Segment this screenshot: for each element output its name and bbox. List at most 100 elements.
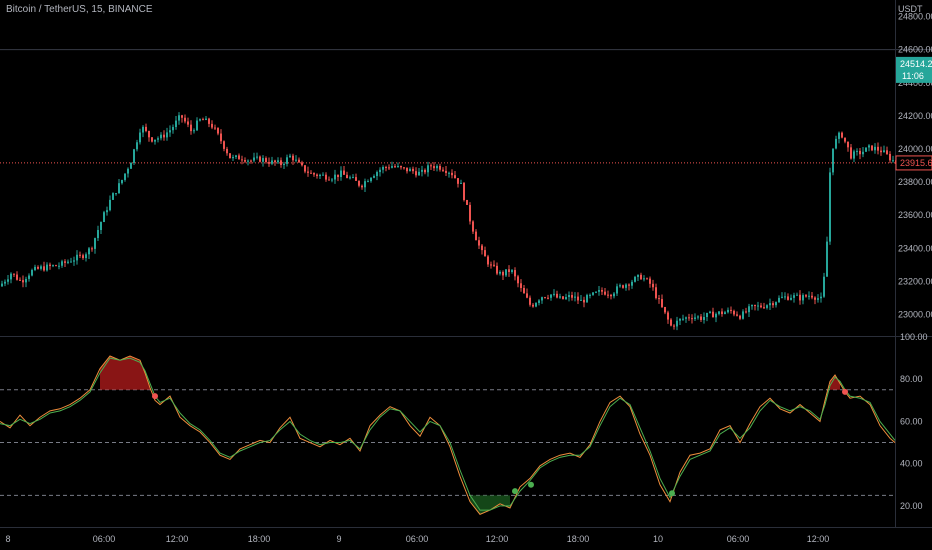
candle-body: [196, 120, 198, 131]
candle-body: [760, 305, 762, 308]
candle-body: [646, 278, 648, 280]
candle-body: [58, 265, 60, 267]
candle-body: [511, 270, 513, 273]
candle-body: [553, 293, 555, 295]
candle-body: [613, 293, 615, 297]
candle-body: [823, 276, 825, 297]
current-price-text: 23915.64: [900, 158, 932, 168]
candle-body: [880, 150, 882, 153]
price-axis-tick: 23400.00: [898, 243, 932, 253]
candle-body: [385, 167, 387, 169]
candle-body: [355, 177, 357, 181]
candle-body: [679, 318, 681, 321]
candle-body: [568, 295, 570, 298]
candle-body: [151, 137, 153, 142]
candle-body: [448, 172, 450, 174]
candle-body: [670, 319, 672, 326]
candle-body: [433, 166, 435, 169]
candle-body: [88, 248, 90, 255]
candle-body: [319, 174, 321, 177]
candle-body: [370, 177, 372, 182]
candle-body: [82, 255, 84, 259]
time-axis-tick: 18:00: [248, 534, 271, 544]
candle-body: [865, 147, 867, 152]
candle-body: [379, 169, 381, 173]
candle-body: [238, 155, 240, 160]
candle-body: [814, 297, 816, 300]
candle-body: [547, 297, 549, 299]
candle-body: [235, 155, 237, 157]
candle-body: [640, 274, 642, 280]
candle-body: [154, 139, 156, 142]
price-axis-tick: 24600.00: [898, 45, 932, 55]
candle-body: [22, 280, 24, 283]
candle-body: [544, 297, 546, 299]
candle-body: [643, 278, 645, 280]
candle-body: [211, 123, 213, 128]
candle-body: [388, 167, 390, 169]
candle-body: [175, 120, 177, 128]
candle-body: [772, 303, 774, 306]
candle-body: [466, 199, 468, 205]
candle-body: [583, 299, 585, 303]
candle-body: [451, 172, 453, 176]
time-axis-tick: 10: [653, 534, 663, 544]
candle-body: [616, 286, 618, 294]
candle-body: [625, 284, 627, 288]
candle-body: [778, 297, 780, 303]
candle-body: [700, 316, 702, 320]
candle-body: [289, 155, 291, 158]
price-axis-tick: 24000.00: [898, 144, 932, 154]
candle-body: [34, 266, 36, 270]
candle-body: [811, 295, 813, 298]
candle-body: [331, 179, 333, 181]
candle-body: [346, 174, 348, 179]
candle-body: [580, 299, 582, 301]
candle-body: [178, 115, 180, 121]
candle-body: [139, 132, 141, 143]
candle-body: [241, 159, 243, 161]
candle-body: [28, 275, 30, 279]
candle-body: [682, 318, 684, 320]
candle-body: [4, 281, 6, 284]
candle-body: [472, 221, 474, 232]
candle-body: [775, 302, 777, 306]
candle-body: [7, 279, 9, 282]
candle-body: [490, 264, 492, 266]
candle-body: [130, 162, 132, 169]
candle-body: [91, 248, 93, 250]
candle-body: [157, 138, 159, 140]
candle-body: [661, 299, 663, 308]
candle-body: [430, 165, 432, 167]
candle-body: [250, 160, 252, 162]
candle-body: [142, 126, 144, 133]
candle-body: [493, 264, 495, 266]
candle-body: [628, 284, 630, 286]
time-axis-tick: 12:00: [486, 534, 509, 544]
candle-body: [622, 285, 624, 288]
candle-body: [439, 165, 441, 170]
candle-body: [487, 256, 489, 265]
candle-body: [556, 293, 558, 298]
price-axis-tick: 23600.00: [898, 210, 932, 220]
candle-body: [574, 296, 576, 298]
candle-body: [724, 312, 726, 315]
signal-dot: [512, 488, 518, 495]
candle-body: [229, 153, 231, 159]
candle-body: [382, 167, 384, 170]
candle-body: [718, 311, 720, 314]
candle-body: [808, 295, 810, 297]
candle-body: [361, 185, 363, 188]
candle-body: [94, 238, 96, 249]
candle-body: [313, 173, 315, 175]
candle-body: [169, 130, 171, 133]
candle-body: [217, 128, 219, 134]
candle-body: [337, 174, 339, 177]
candle-body: [46, 264, 48, 271]
candle-body: [322, 174, 324, 176]
candle-body: [253, 157, 255, 161]
candle-body: [61, 261, 63, 266]
candle-body: [484, 250, 486, 257]
overbought-fill: [100, 356, 150, 390]
